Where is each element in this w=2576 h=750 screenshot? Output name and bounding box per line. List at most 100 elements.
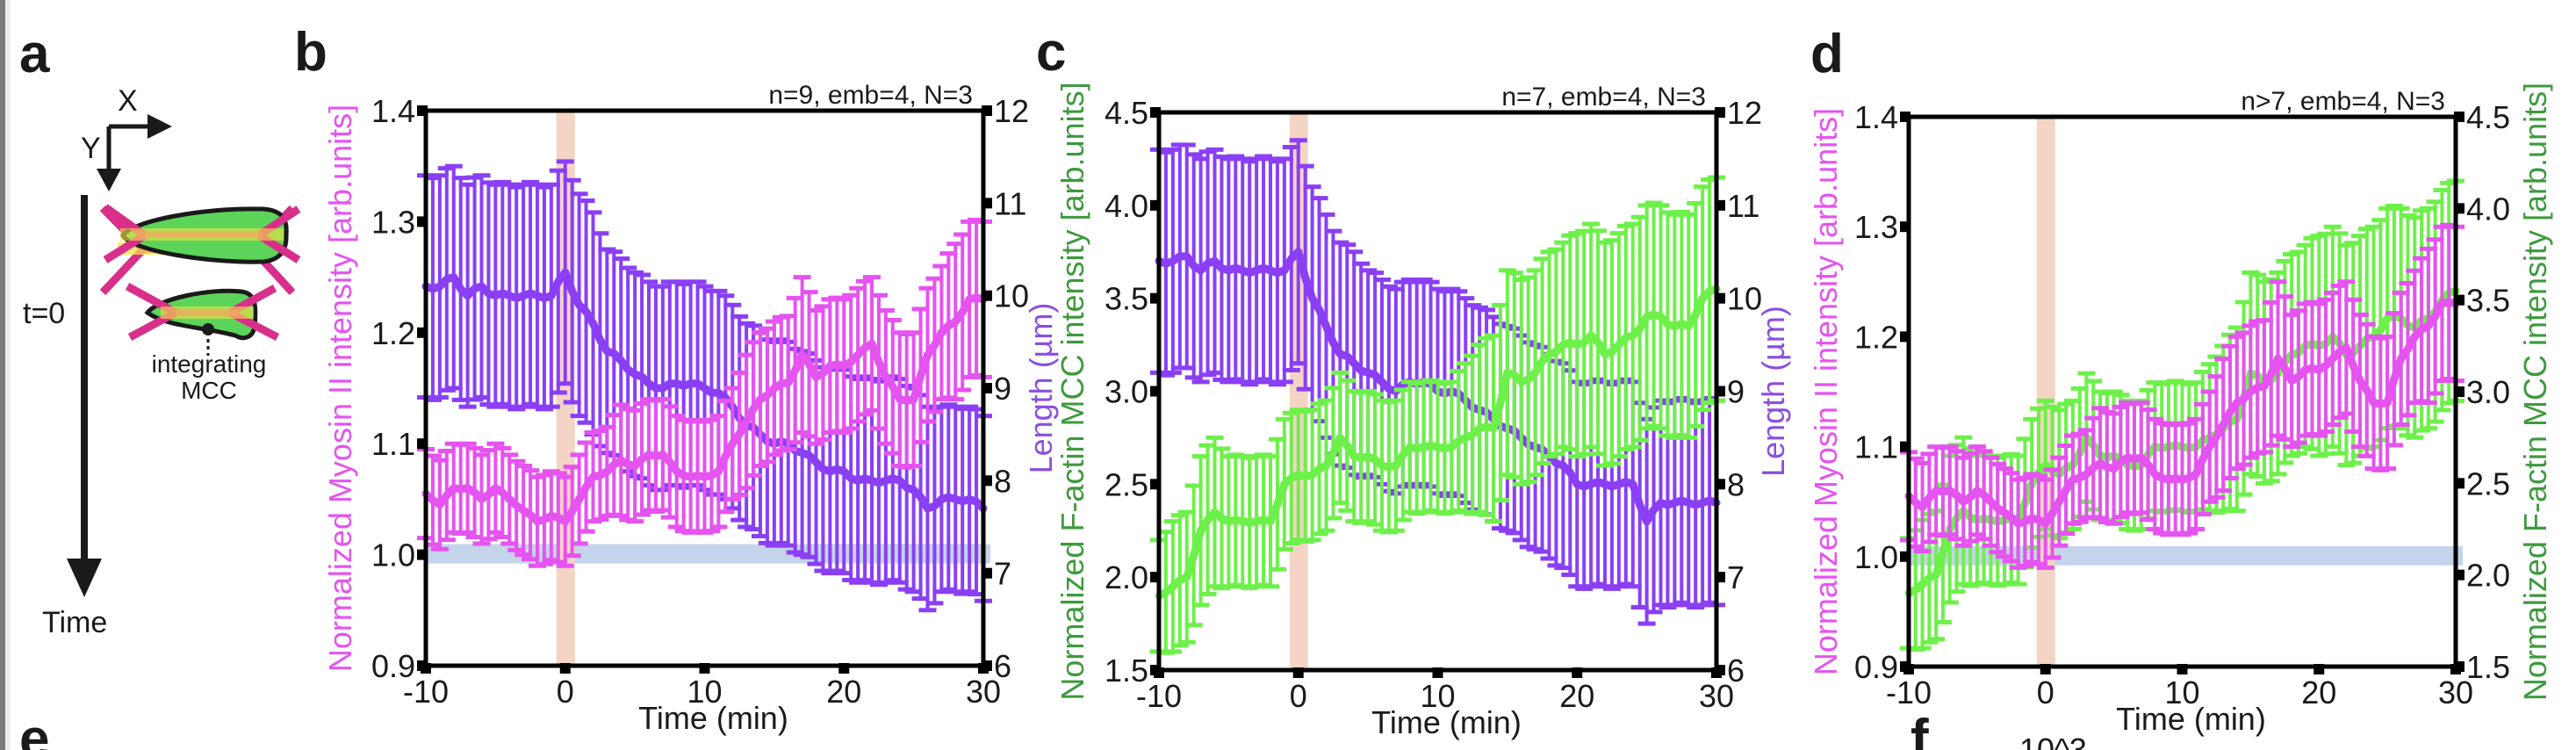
y-tick-mark-right [2454, 294, 2464, 306]
data-point [812, 372, 820, 381]
data-point [1238, 266, 1247, 275]
x-tick-label: 20 [1559, 678, 1594, 714]
x-tick-mark [1432, 667, 1443, 678]
y-tick-label-right: 10 [994, 278, 1029, 314]
data-point [924, 504, 932, 513]
y-tick-mark-right [2454, 386, 2464, 397]
data-point [505, 494, 514, 503]
y-tick-label-right: 4.0 [2466, 191, 2510, 227]
series-myosin-ii [1900, 222, 2464, 570]
data-point [533, 292, 542, 300]
data-point [728, 439, 737, 448]
y-axis-title-right: Length (µm) [1023, 303, 1059, 474]
data-point [2314, 365, 2323, 374]
x-tick-label: 10 [687, 674, 722, 710]
y-axis-title-left: Normalized F-actin MCC intensity [arb.un… [1054, 82, 1090, 700]
data-point [1294, 471, 1303, 480]
data-point [1308, 471, 1317, 480]
x-axis-title: Time (min) [638, 700, 788, 736]
data-point [2437, 299, 2446, 308]
data-point [2164, 475, 2173, 484]
y-tick-label-left: 1.0 [1854, 539, 1898, 575]
data-point [2054, 497, 2063, 506]
y-tick-mark-left [417, 660, 428, 671]
y-tick-label-right: 1.5 [2466, 649, 2510, 685]
y-tick-mark-left [417, 438, 428, 450]
y-tick-mark-right [2454, 112, 2464, 122]
data-point [2260, 382, 2269, 391]
data-point [853, 350, 862, 359]
data-point [2274, 354, 2283, 363]
data-point [2410, 332, 2419, 341]
data-point [714, 467, 723, 476]
data-point [1335, 433, 1344, 442]
y-tick-mark-right [982, 475, 992, 487]
data-point [2191, 470, 2200, 479]
y-tick-mark-right [1715, 199, 1725, 211]
series-myosin-ii [417, 217, 992, 568]
sample-size-annotation: n=9, emb=4, N=3 [768, 81, 973, 110]
data-point [2041, 460, 2050, 469]
data-point [1224, 266, 1233, 275]
data-point [1252, 266, 1261, 275]
data-point [1266, 266, 1275, 275]
xy-axes-icon: X Y [81, 84, 172, 191]
data-point [1364, 452, 1372, 461]
data-point [1197, 266, 1205, 275]
x-tick-label: 0 [557, 674, 574, 710]
y-tick-mark-left [1900, 112, 1910, 122]
data-point [658, 451, 667, 459]
y-tick-label-right: 9 [994, 371, 1011, 407]
data-point [616, 456, 625, 465]
x-tick-label: 0 [2037, 674, 2054, 710]
data-point [589, 472, 597, 481]
data-point [1169, 582, 1177, 591]
data-point [1294, 248, 1303, 256]
data-point [1587, 331, 1595, 340]
data-point [2397, 354, 2406, 363]
data-point [1684, 499, 1693, 507]
data-point [533, 517, 542, 526]
data-point [450, 484, 458, 493]
data-point [1378, 461, 1386, 470]
y-tick-label-right: 8 [1727, 466, 1745, 502]
panel-label-d: d [1810, 24, 1844, 84]
data-point [2246, 387, 2255, 396]
y-tick-mark-left [1150, 479, 1161, 490]
y-tick-label-right: 6 [994, 648, 1011, 684]
data-point [701, 384, 709, 393]
series-f-actin [1150, 175, 1725, 655]
data-point [673, 467, 681, 476]
panel-label-a: a [19, 24, 50, 84]
data-point [519, 506, 528, 515]
data-point [644, 379, 653, 388]
data-point [1986, 497, 1995, 506]
data-point [839, 467, 848, 476]
data-point [491, 484, 500, 493]
data-point [1197, 526, 1205, 535]
data-point [1447, 443, 1456, 451]
panel-b-chart: b -10 0 10 20 30 0.9 1.0 1.1 1.2 1.3 1.4 6 7 8 9 10 11 12 T… [294, 22, 1059, 736]
data-point [1587, 480, 1595, 488]
x-tick-label: -10 [403, 674, 449, 710]
y-axis-title-right: Length (µm) [1755, 306, 1791, 477]
y-tick-mark-left [1900, 331, 1910, 343]
sample-size-annotation: n=7, emb=4, N=3 [1501, 83, 1706, 112]
y-tick-mark-left [1900, 551, 1910, 562]
data-point [435, 501, 444, 509]
junction-stage-3-integrating [125, 283, 280, 356]
data-point [2356, 376, 2364, 385]
x-tick-mark [2313, 664, 2325, 674]
data-point [1183, 573, 1191, 581]
data-point [575, 494, 584, 503]
data-point [2110, 465, 2119, 473]
data-point [937, 328, 946, 337]
y-tick-mark-left [417, 327, 428, 338]
data-point [1349, 452, 1358, 461]
x-tick-mark [2040, 664, 2051, 674]
data-point [1349, 359, 1358, 368]
y-tick-label-left: 0.9 [371, 648, 415, 684]
panel-f-partial-text: 10^3 [2019, 732, 2087, 750]
y-tick-mark-right [982, 198, 992, 209]
data-point [798, 449, 807, 458]
